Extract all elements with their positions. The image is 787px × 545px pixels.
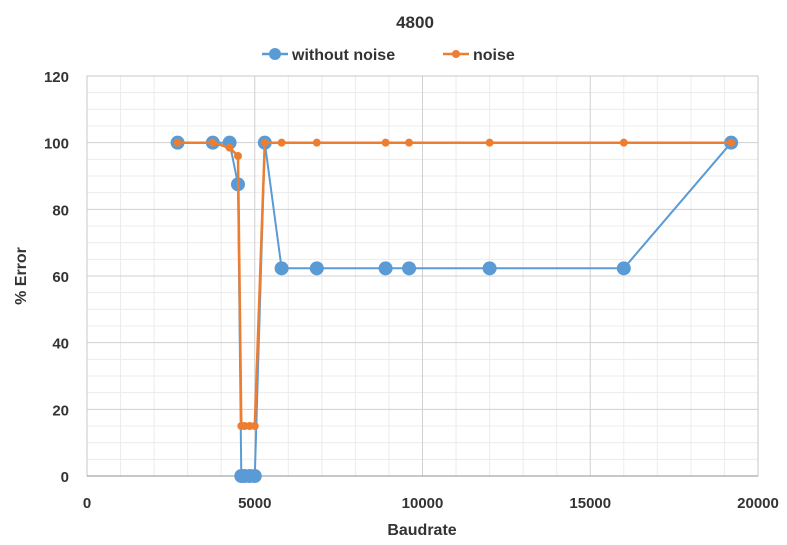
data-point xyxy=(727,138,736,147)
data-point xyxy=(309,261,324,276)
data-point xyxy=(260,138,269,147)
legend-swatch-marker xyxy=(269,48,281,60)
x-tick-label: 15000 xyxy=(569,495,611,512)
data-point xyxy=(247,469,262,483)
series-line xyxy=(177,141,732,428)
y-tick-label: 100 xyxy=(44,136,69,153)
data-point xyxy=(378,261,393,276)
legend: without noise noise xyxy=(262,47,515,64)
y-tick-label: 120 xyxy=(44,69,69,86)
legend-swatch-marker xyxy=(452,50,460,58)
series-layer xyxy=(170,135,739,483)
x-axis-label: Baudrate xyxy=(387,522,456,539)
x-tick-label: 0 xyxy=(83,495,91,512)
legend-label: without noise xyxy=(291,47,395,64)
data-point xyxy=(381,138,390,147)
y-tick-label: 80 xyxy=(52,202,69,219)
x-tick-label: 10000 xyxy=(402,495,444,512)
data-point xyxy=(208,138,217,147)
data-point xyxy=(250,422,259,430)
data-point xyxy=(173,138,182,147)
x-tick-label: 20000 xyxy=(737,495,779,512)
x-tick-label: 5000 xyxy=(238,495,271,512)
legend-item: without noise xyxy=(262,47,395,64)
data-point xyxy=(616,261,631,276)
y-axis-ticks: 0 20 40 60 80 100 120 xyxy=(44,69,69,486)
y-tick-label: 60 xyxy=(52,269,69,286)
plot-frame xyxy=(86,75,759,477)
data-point xyxy=(277,138,286,147)
gridlines xyxy=(87,75,759,476)
data-point xyxy=(405,138,414,147)
y-tick-label: 20 xyxy=(52,402,69,419)
x-axis-ticks: 0 5000 10000 15000 20000 xyxy=(83,495,779,512)
data-point xyxy=(402,261,417,276)
y-axis-label: % Error xyxy=(13,247,30,305)
data-point xyxy=(485,138,494,147)
series-noise xyxy=(173,138,736,430)
y-tick-label: 40 xyxy=(52,336,69,353)
data-point xyxy=(225,143,234,152)
y-tick-label: 0 xyxy=(61,469,69,486)
data-point xyxy=(233,152,242,160)
data-point xyxy=(312,138,321,147)
data-point xyxy=(619,138,628,147)
legend-item: noise xyxy=(443,47,515,64)
chart-title: 4800 xyxy=(396,13,434,32)
legend-label: noise xyxy=(473,47,515,64)
data-point xyxy=(482,261,497,276)
data-point xyxy=(274,261,289,276)
